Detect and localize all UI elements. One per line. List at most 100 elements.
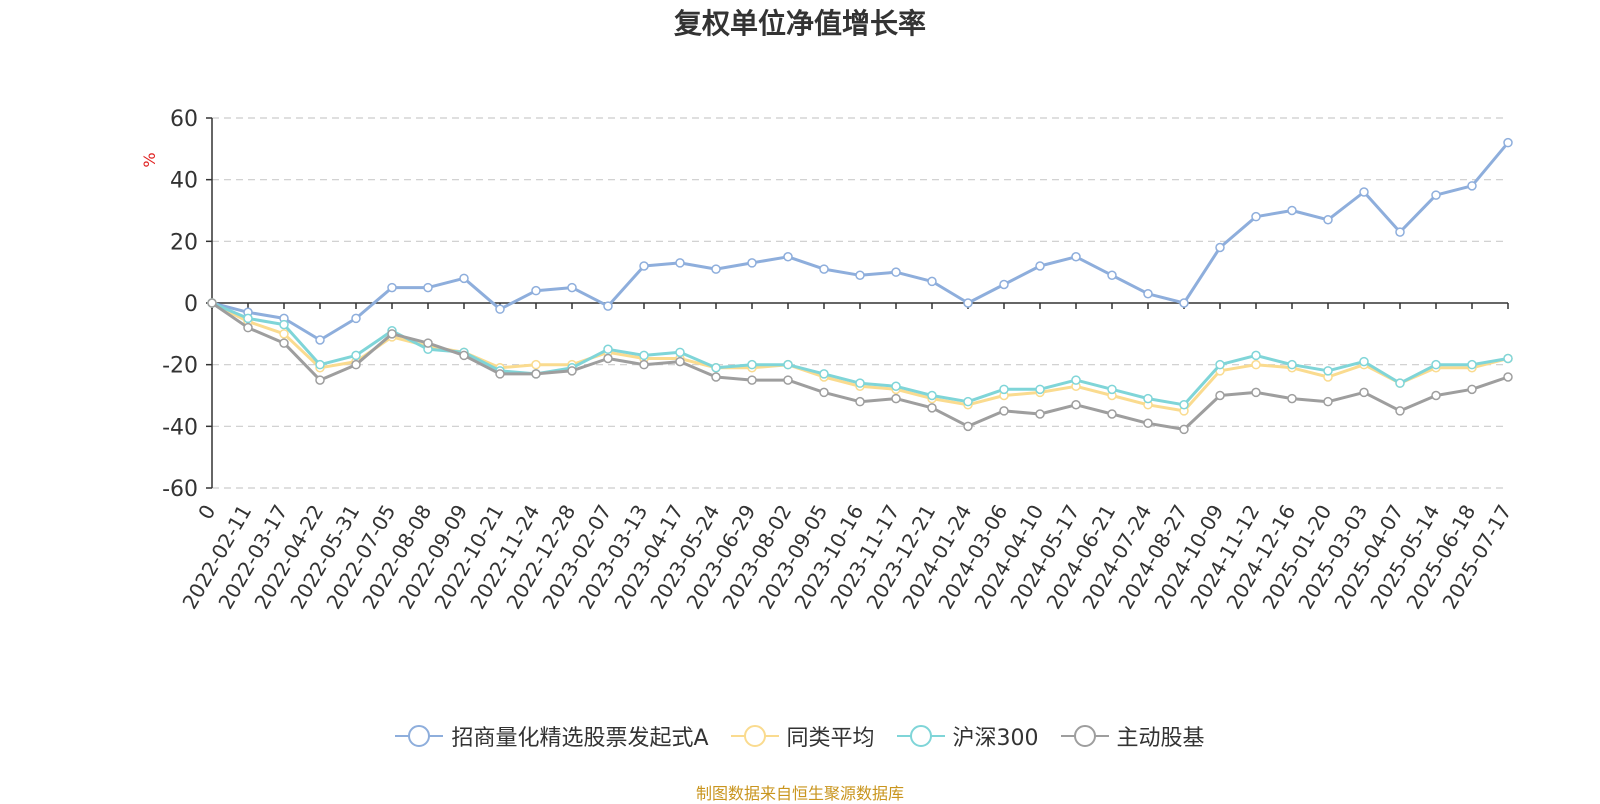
- series-4: [207, 298, 1513, 435]
- y-tick-label: 0: [184, 292, 198, 317]
- axes: [206, 117, 1509, 489]
- legend-label: 沪深300: [952, 726, 1039, 751]
- data-point: [927, 403, 937, 413]
- data-point: [963, 396, 973, 407]
- data-point: [1431, 359, 1441, 370]
- data-point: [207, 298, 217, 308]
- data-point: [891, 381, 901, 391]
- y-tick-label: -20: [162, 354, 198, 379]
- data-point: [1323, 215, 1333, 225]
- data-point: [1287, 393, 1297, 404]
- data-point: [459, 350, 469, 361]
- legend-marker-icon: [1060, 725, 1109, 747]
- y-tick-label: -60: [162, 477, 198, 502]
- legend-item[interactable]: 主动股基: [1060, 720, 1205, 752]
- data-point: [855, 378, 865, 388]
- legend-item[interactable]: 招商量化精选股票发起式A: [395, 720, 709, 752]
- data-point: [927, 276, 937, 287]
- data-point: [567, 366, 577, 376]
- legend-item[interactable]: 同类平均: [730, 720, 875, 752]
- x-tick-label: 0: [193, 501, 220, 524]
- legend-label: 同类平均: [786, 726, 875, 751]
- data-point: [783, 359, 793, 370]
- data-point: [891, 267, 901, 277]
- data-point: [1467, 384, 1477, 395]
- data-point: [1395, 227, 1405, 237]
- data-point: [1323, 366, 1333, 376]
- data-point: [1467, 181, 1477, 191]
- data-point: [1143, 393, 1153, 404]
- data-point: [243, 313, 253, 324]
- data-point: [783, 375, 793, 385]
- data-point: [927, 390, 937, 401]
- data-point: [1107, 409, 1117, 419]
- data-point: [1251, 350, 1261, 361]
- data-point: [1287, 359, 1297, 370]
- series-3: [207, 298, 1513, 410]
- data-point: [891, 393, 901, 404]
- data-point: [1431, 390, 1441, 401]
- data-point: [1251, 387, 1261, 398]
- data-point: [675, 347, 685, 358]
- data-point: [315, 335, 325, 345]
- data-point: [747, 258, 757, 268]
- data-point: [567, 282, 577, 293]
- data-point: [1287, 205, 1297, 216]
- data-point: [819, 387, 829, 398]
- y-tick-label: 40: [170, 169, 198, 194]
- data-point: [855, 396, 865, 407]
- data-point: [1035, 384, 1045, 395]
- grid-lines: [212, 117, 1508, 489]
- data-point: [1359, 356, 1369, 367]
- data-point: [459, 273, 469, 284]
- data-point: [1251, 211, 1261, 222]
- data-point: [531, 369, 541, 379]
- data-point: [1107, 270, 1117, 280]
- data-point: [1467, 359, 1477, 370]
- series-lines: [207, 137, 1513, 435]
- data-point: [351, 359, 361, 370]
- data-point: [1179, 298, 1189, 308]
- data-point: [639, 350, 649, 361]
- data-point: [1035, 261, 1045, 271]
- data-point: [1503, 353, 1513, 364]
- data-point: [999, 279, 1009, 290]
- y-tick-label: 60: [170, 107, 198, 132]
- data-point: [819, 264, 829, 274]
- data-point: [1503, 372, 1513, 382]
- legend-item[interactable]: 沪深300: [896, 720, 1039, 752]
- data-point: [531, 285, 541, 296]
- data-point: [495, 304, 505, 314]
- data-point: [711, 264, 721, 274]
- y-axis-unit-label: %: [140, 152, 159, 167]
- data-point: [279, 338, 289, 348]
- data-point: [243, 322, 253, 333]
- data-point: [1215, 242, 1225, 253]
- legend-label: 招商量化精选股票发起式A: [451, 726, 709, 751]
- data-point: [819, 369, 829, 379]
- data-point: [1071, 252, 1081, 262]
- series-line: [211, 301, 1509, 413]
- data-point: [963, 421, 973, 432]
- data-point: [351, 313, 361, 324]
- legend-marker-icon: [730, 725, 779, 747]
- data-point: [1179, 400, 1189, 410]
- data-point: [1359, 387, 1369, 398]
- data-point: [495, 369, 505, 379]
- data-point: [711, 363, 721, 373]
- data-point: [603, 353, 613, 364]
- y-tick-label: -40: [162, 415, 198, 440]
- data-point: [315, 375, 325, 385]
- data-point: [783, 252, 793, 262]
- data-point: [387, 329, 397, 339]
- data-point: [999, 406, 1009, 416]
- data-point: [963, 298, 973, 308]
- data-point: [423, 338, 433, 348]
- axis-labels: 6040200-20-40-60%02022-02-112022-03-1720…: [140, 107, 1516, 613]
- data-point: [279, 329, 289, 339]
- data-point: [747, 375, 757, 385]
- line-chart: 6040200-20-40-60%02022-02-112022-03-1720…: [140, 107, 1516, 613]
- data-point: [675, 258, 685, 268]
- data-source-note: 制图数据来自恒生聚源数据库: [695, 784, 904, 803]
- series-line: [211, 301, 1509, 431]
